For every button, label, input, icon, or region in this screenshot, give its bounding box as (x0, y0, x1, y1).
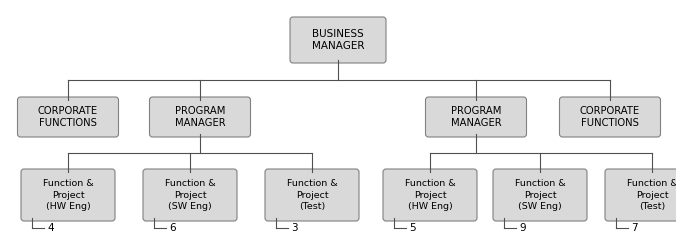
FancyBboxPatch shape (290, 17, 386, 63)
Text: CORPORATE
FUNCTIONS: CORPORATE FUNCTIONS (580, 106, 640, 128)
Text: BUSINESS
MANAGER: BUSINESS MANAGER (312, 29, 364, 51)
Text: Function &
Project
(HW Eng): Function & Project (HW Eng) (43, 179, 93, 211)
Text: Function &
Project
(SW Eng): Function & Project (SW Eng) (165, 179, 216, 211)
Text: 6: 6 (169, 223, 176, 233)
Text: Function &
Project
(Test): Function & Project (Test) (627, 179, 676, 211)
Text: Function &
Project
(SW Eng): Function & Project (SW Eng) (514, 179, 565, 211)
Text: 4: 4 (47, 223, 53, 233)
Text: Function &
Project
(Test): Function & Project (Test) (287, 179, 337, 211)
FancyBboxPatch shape (493, 169, 587, 221)
FancyBboxPatch shape (605, 169, 676, 221)
FancyBboxPatch shape (383, 169, 477, 221)
Text: PROGRAM
MANAGER: PROGRAM MANAGER (451, 106, 502, 128)
Text: 3: 3 (291, 223, 297, 233)
Text: CORPORATE
FUNCTIONS: CORPORATE FUNCTIONS (38, 106, 98, 128)
FancyBboxPatch shape (21, 169, 115, 221)
Text: 7: 7 (631, 223, 637, 233)
FancyBboxPatch shape (560, 97, 660, 137)
FancyBboxPatch shape (425, 97, 527, 137)
FancyBboxPatch shape (18, 97, 118, 137)
FancyBboxPatch shape (265, 169, 359, 221)
Text: PROGRAM
MANAGER: PROGRAM MANAGER (174, 106, 225, 128)
FancyBboxPatch shape (149, 97, 251, 137)
Text: Function &
Project
(HW Eng): Function & Project (HW Eng) (405, 179, 456, 211)
Text: 5: 5 (409, 223, 416, 233)
FancyBboxPatch shape (143, 169, 237, 221)
Text: 9: 9 (519, 223, 526, 233)
